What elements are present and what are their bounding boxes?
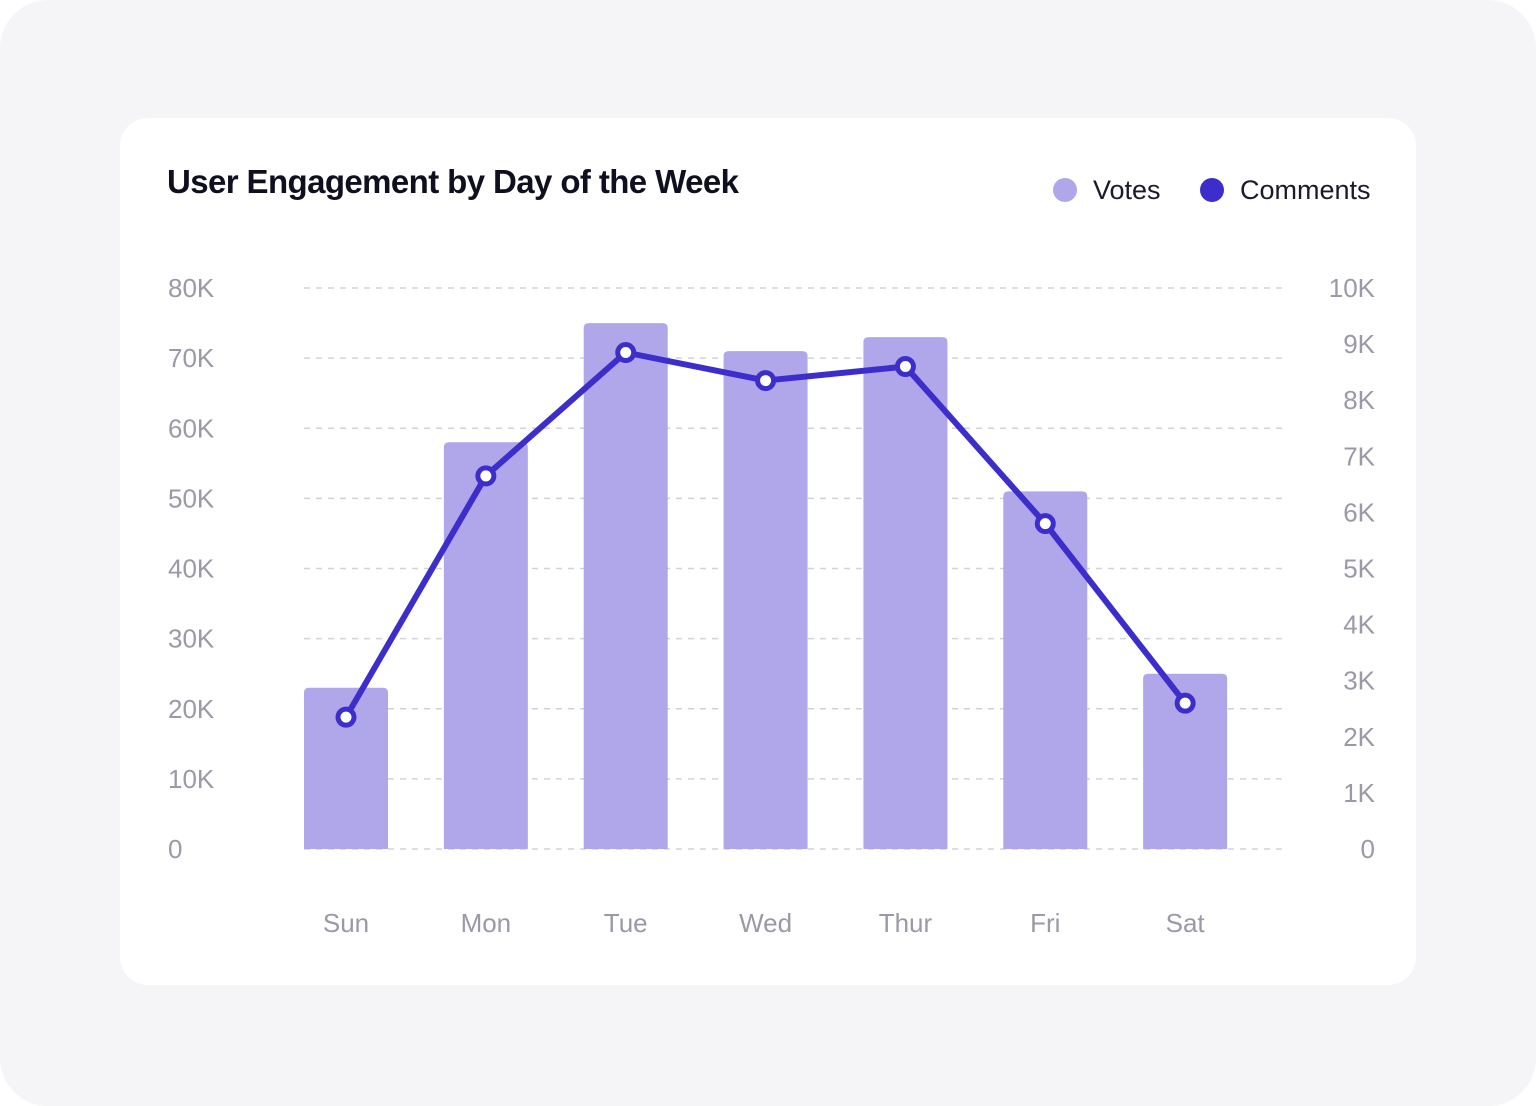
- x-tick-label: Fri: [1030, 908, 1060, 938]
- y-right-tick-label: 0: [1361, 834, 1375, 864]
- y-left-tick-label: 50K: [168, 483, 215, 513]
- y-right-tick-label: 2K: [1343, 722, 1375, 752]
- y-right-tick-label: 5K: [1343, 554, 1375, 584]
- comments-point: [335, 706, 357, 728]
- comments-point: [755, 370, 777, 392]
- votes-bar: [723, 351, 808, 849]
- y-right-tick-label: 6K: [1343, 497, 1375, 527]
- y-left-tick-label: 80K: [168, 273, 215, 303]
- votes-legend-swatch: [1053, 178, 1077, 202]
- y-left-tick-label: 0: [168, 834, 182, 864]
- y-left-tick-label: 30K: [168, 624, 215, 654]
- votes-bar: [863, 337, 948, 849]
- x-tick-label: Tue: [604, 908, 648, 938]
- chart-title: User Engagement by Day of the Week: [167, 163, 739, 200]
- x-tick-label: Thur: [879, 908, 933, 938]
- legend-votes: Votes: [1053, 173, 1161, 207]
- y-left-tick-label: 70K: [168, 343, 215, 373]
- y-right-tick-label: 3K: [1343, 666, 1375, 696]
- y-right-tick-label: 8K: [1343, 385, 1375, 415]
- x-tick-label: Wed: [739, 908, 792, 938]
- comments-legend-label: Comments: [1240, 174, 1371, 205]
- comments-point: [1034, 513, 1056, 535]
- y-left-tick-label: 40K: [168, 554, 215, 584]
- legend-comments: Comments: [1200, 173, 1371, 207]
- votes-bar: [304, 687, 388, 849]
- comments-point: [475, 465, 497, 487]
- y-right-tick-label: 4K: [1343, 610, 1375, 640]
- votes-bar: [1003, 491, 1088, 849]
- comments-point: [894, 356, 916, 378]
- y-left-tick-label: 20K: [168, 694, 215, 724]
- y-left-tick-label: 10K: [168, 764, 215, 794]
- y-right-tick-label: 9K: [1343, 329, 1375, 359]
- votes-legend-label: Votes: [1093, 174, 1161, 205]
- y-right-tick-label: 10K: [1329, 273, 1376, 303]
- y-right-tick-label: 1K: [1343, 778, 1375, 808]
- comments-legend-swatch: [1200, 178, 1224, 202]
- comments-point: [1174, 692, 1196, 714]
- x-tick-label: Sun: [323, 908, 369, 938]
- votes-bar: [583, 323, 668, 849]
- x-tick-label: Sat: [1166, 908, 1206, 938]
- y-right-tick-label: 7K: [1343, 441, 1375, 471]
- votes-bar: [1143, 673, 1228, 849]
- y-left-tick-label: 60K: [168, 413, 215, 443]
- comments-point: [615, 342, 637, 364]
- x-tick-label: Mon: [461, 908, 512, 938]
- votes-bar: [443, 442, 528, 849]
